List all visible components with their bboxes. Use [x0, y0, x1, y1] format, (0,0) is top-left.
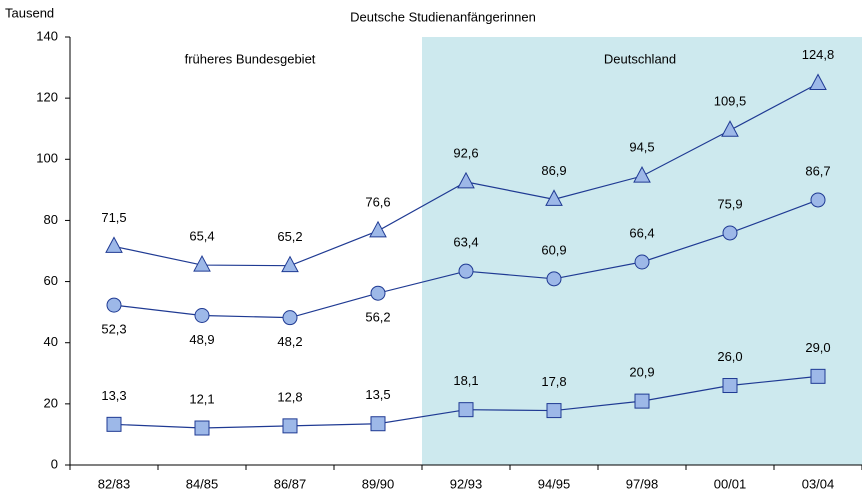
marker: [458, 402, 474, 418]
y-tick-label: 140: [36, 28, 58, 43]
data-label: 17,8: [541, 374, 566, 389]
marker: [458, 263, 474, 279]
data-label: 63,4: [453, 235, 478, 250]
y-tick-label: 60: [44, 273, 58, 288]
data-label: 66,4: [629, 225, 654, 240]
marker: [370, 416, 386, 432]
data-label: 76,6: [365, 194, 390, 209]
data-label: 94,5: [629, 140, 654, 155]
marker: [546, 403, 562, 419]
x-tick-label: 86/87: [274, 476, 307, 491]
y-tick-label: 0: [51, 456, 58, 471]
x-tick-label: 03/04: [802, 476, 835, 491]
data-label: 65,2: [277, 229, 302, 244]
marker: [105, 236, 123, 253]
data-label: 13,3: [101, 388, 126, 403]
marker: [721, 120, 739, 137]
marker: [194, 308, 210, 324]
marker: [106, 297, 122, 313]
marker: [193, 255, 211, 272]
x-tick-label: 00/01: [714, 476, 747, 491]
marker: [106, 416, 122, 432]
x-tick-label: 94/95: [538, 476, 571, 491]
data-label: 48,2: [277, 334, 302, 349]
data-label: 86,7: [805, 163, 830, 178]
annotation: früheres Bundesgebiet: [185, 51, 316, 66]
x-tick-label: 92/93: [450, 476, 483, 491]
marker: [633, 166, 651, 183]
data-label: 86,9: [541, 163, 566, 178]
data-label: 13,5: [365, 387, 390, 402]
data-label: 18,1: [453, 373, 478, 388]
annotation: Deutschland: [604, 51, 676, 66]
marker: [810, 368, 826, 384]
marker: [281, 255, 299, 273]
data-label: 48,9: [189, 332, 214, 347]
data-label: 75,9: [717, 196, 742, 211]
marker: [370, 285, 386, 301]
data-label: 60,9: [541, 242, 566, 257]
data-label: 12,1: [189, 391, 214, 406]
y-axis-title: Tausend: [5, 5, 54, 20]
y-tick-label: 100: [36, 151, 58, 166]
chart-title: Deutsche Studienanfängerinnen: [350, 9, 536, 24]
marker: [282, 310, 298, 326]
x-tick-label: 89/90: [362, 476, 395, 491]
data-label: 92,6: [453, 145, 478, 160]
marker: [545, 189, 563, 206]
marker: [722, 378, 738, 394]
y-tick-label: 20: [44, 395, 58, 410]
y-tick-label: 120: [36, 90, 58, 105]
data-label: 52,3: [101, 322, 126, 337]
data-label: 26,0: [717, 349, 742, 364]
marker: [809, 73, 827, 90]
x-tick-label: 82/83: [98, 476, 131, 491]
data-label: 12,8: [277, 389, 302, 404]
data-label: 20,9: [629, 365, 654, 380]
x-tick-label: 84/85: [186, 476, 219, 491]
marker: [369, 220, 387, 238]
marker: [722, 225, 738, 241]
marker: [282, 418, 298, 434]
marker: [194, 420, 210, 436]
data-label: 124,8: [802, 47, 835, 62]
y-tick-label: 80: [44, 212, 58, 227]
marker: [546, 271, 562, 287]
y-tick-label: 40: [44, 334, 58, 349]
marker: [634, 254, 650, 270]
data-label: 29,0: [805, 340, 830, 355]
x-tick-label: 97/98: [626, 476, 659, 491]
data-label: 71,5: [101, 210, 126, 225]
data-label: 109,5: [714, 94, 747, 109]
data-label: 65,4: [189, 229, 214, 244]
marker: [457, 171, 475, 189]
data-label: 56,2: [365, 310, 390, 325]
marker: [634, 393, 650, 409]
marker: [810, 192, 826, 208]
